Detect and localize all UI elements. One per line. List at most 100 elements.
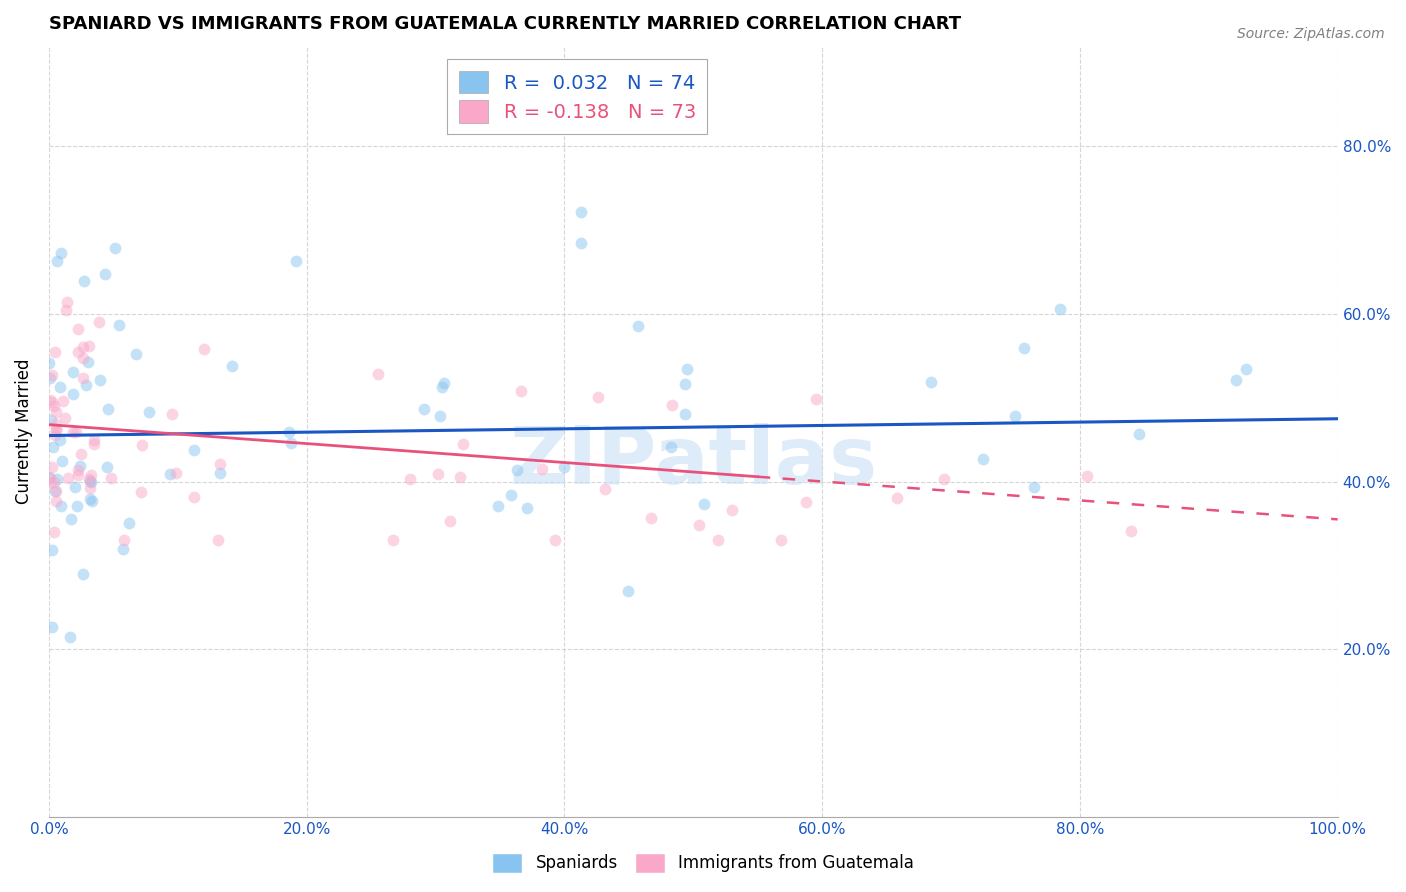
Point <box>138 405 160 419</box>
Point <box>62 387 84 401</box>
Point <box>59 630 82 644</box>
Text: Source: ZipAtlas.com: Source: ZipAtlas.com <box>1237 27 1385 41</box>
Point <box>510 384 533 398</box>
Point <box>56 295 79 310</box>
Point <box>426 467 449 481</box>
Point <box>55 303 77 318</box>
Point <box>1012 341 1035 355</box>
Legend: R =  0.032   N = 74, R = -0.138   N = 73: R = 0.032 N = 74, R = -0.138 N = 73 <box>447 59 707 135</box>
Point <box>886 491 908 505</box>
Point <box>45 483 67 498</box>
Y-axis label: Currently Married: Currently Married <box>15 359 32 504</box>
Point <box>83 437 105 451</box>
Point <box>51 454 73 468</box>
Point <box>640 511 662 525</box>
Point <box>1128 427 1150 442</box>
Point <box>278 425 301 440</box>
Point <box>932 472 955 486</box>
Point <box>193 342 215 356</box>
Point <box>51 246 73 260</box>
Point <box>433 376 456 390</box>
Point <box>544 533 567 548</box>
Point <box>693 496 716 510</box>
Point <box>62 425 84 439</box>
Point <box>38 392 60 407</box>
Point <box>108 318 131 332</box>
Point <box>62 365 84 379</box>
Point <box>183 442 205 457</box>
Point <box>80 475 103 489</box>
Point <box>112 533 135 548</box>
Point <box>72 351 94 366</box>
Point <box>67 467 90 482</box>
Point <box>89 373 111 387</box>
Point <box>67 463 90 477</box>
Point <box>553 459 575 474</box>
Point <box>73 275 96 289</box>
Point <box>60 512 83 526</box>
Point <box>104 241 127 255</box>
Point <box>449 470 471 484</box>
Point <box>1022 480 1045 494</box>
Point <box>285 253 308 268</box>
Point <box>80 468 103 483</box>
Point <box>38 471 60 485</box>
Point <box>673 376 696 391</box>
Point <box>89 315 111 329</box>
Point <box>688 518 710 533</box>
Point <box>486 499 509 513</box>
Point <box>38 356 60 370</box>
Point <box>1225 373 1247 387</box>
Point <box>920 375 942 389</box>
Point <box>96 460 118 475</box>
Point <box>593 482 616 496</box>
Point <box>79 492 101 507</box>
Point <box>381 533 404 548</box>
Point <box>46 472 69 486</box>
Point <box>67 322 90 336</box>
Point <box>44 399 66 413</box>
Point <box>721 503 744 517</box>
Point <box>72 340 94 354</box>
Point <box>83 433 105 447</box>
Point <box>209 466 232 480</box>
Point <box>79 475 101 489</box>
Point <box>49 433 72 447</box>
Point <box>1234 361 1257 376</box>
Point <box>79 481 101 495</box>
Point <box>586 390 609 404</box>
Text: ZIPatlas: ZIPatlas <box>509 423 877 501</box>
Point <box>661 398 683 412</box>
Point <box>72 370 94 384</box>
Point <box>367 367 389 381</box>
Point <box>769 533 792 548</box>
Point <box>44 524 66 539</box>
Point <box>131 485 153 500</box>
Point <box>429 409 451 424</box>
Point <box>70 447 93 461</box>
Point <box>38 475 60 490</box>
Point <box>972 451 994 466</box>
Point <box>221 359 243 373</box>
Point <box>516 500 538 515</box>
Point <box>1004 409 1026 424</box>
Point <box>41 542 63 557</box>
Point <box>165 467 187 481</box>
Point <box>280 435 302 450</box>
Point <box>569 236 592 251</box>
Point <box>42 440 65 454</box>
Point <box>44 484 66 499</box>
Point <box>183 490 205 504</box>
Point <box>46 254 69 268</box>
Text: SPANIARD VS IMMIGRANTS FROM GUATEMALA CURRENTLY MARRIED CORRELATION CHART: SPANIARD VS IMMIGRANTS FROM GUATEMALA CU… <box>49 15 962 33</box>
Point <box>77 472 100 486</box>
Point <box>63 480 86 494</box>
Point <box>38 470 60 484</box>
Point <box>41 368 63 382</box>
Point <box>51 393 73 408</box>
Point <box>1049 302 1071 317</box>
Point <box>41 620 63 634</box>
Legend: Spaniards, Immigrants from Guatemala: Spaniards, Immigrants from Guatemala <box>485 847 921 880</box>
Point <box>65 425 87 440</box>
Point <box>432 380 454 394</box>
